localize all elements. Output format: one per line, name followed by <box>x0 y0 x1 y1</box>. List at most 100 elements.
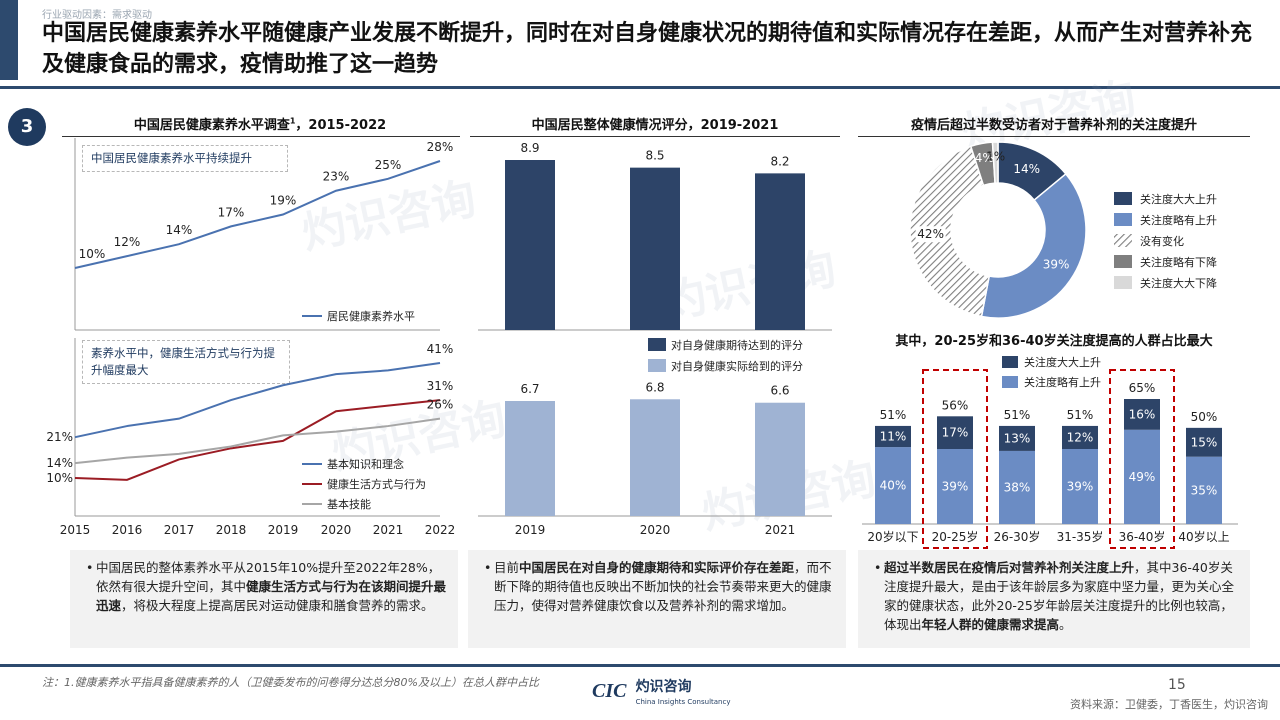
data-label: 8.9 <box>520 141 539 155</box>
tick-label: 2015 <box>60 523 91 537</box>
total-label: 56% <box>942 398 969 412</box>
data-label: 28% <box>427 140 454 154</box>
panel2-title-underline <box>470 136 840 137</box>
data-label: 40% <box>880 479 907 493</box>
pie-slice <box>909 145 991 318</box>
tick-label: 40岁以上 <box>1178 529 1229 544</box>
legend-label: 基本技能 <box>327 497 371 511</box>
section-number-badge: 3 <box>8 108 46 146</box>
data-label: 12% <box>1067 430 1094 444</box>
bar <box>505 160 555 330</box>
stacked-bar-segment <box>1186 427 1222 457</box>
highlight-box <box>922 369 988 549</box>
stacked-bar-segment <box>1186 456 1222 524</box>
data-label: 23% <box>323 170 350 184</box>
data-label: 42% <box>917 227 944 241</box>
data-label: 17% <box>942 426 969 440</box>
highlight-box <box>1109 369 1175 549</box>
tick-label: 2019 <box>515 523 546 537</box>
stacked-bar-segment <box>1062 449 1098 524</box>
legend-swatch <box>1114 255 1132 268</box>
cic-logo: CIC 灼识咨询 China Insights Consultancy <box>592 680 730 708</box>
total-label: 50% <box>1191 410 1218 424</box>
panel2-title: 中国居民整体健康情况评分，2019-2021 <box>531 118 779 133</box>
legend-label: 关注度略有上升 <box>1140 213 1217 227</box>
stacked-bar-segment <box>937 416 973 449</box>
stacked-bar-segment <box>1062 425 1098 449</box>
data-label: 6.6 <box>770 384 789 398</box>
tick-label: 26-30岁 <box>994 529 1041 544</box>
pie-slice <box>980 172 1087 319</box>
legend-label: 健康生活方式与行为 <box>327 477 426 491</box>
legend-label: 没有变化 <box>1140 234 1184 248</box>
data-label: 12% <box>114 235 141 249</box>
tick-label: 2020 <box>321 523 352 537</box>
data-label: 6.8 <box>645 380 664 394</box>
bar <box>505 401 555 516</box>
legend-swatch <box>648 338 666 351</box>
logo-mark: CIC <box>592 680 627 702</box>
legend-label: 关注度大大上升 <box>1140 192 1217 206</box>
data-label: 31% <box>427 379 454 393</box>
panel1-title-years: ，2015-2022 <box>295 118 387 133</box>
series-line <box>74 362 441 439</box>
total-label: 51% <box>1004 408 1031 422</box>
data-label: 10% <box>79 247 106 261</box>
series-line <box>74 417 441 465</box>
series-line <box>74 399 441 481</box>
bullet-icon: • <box>86 560 94 575</box>
bullet-icon: • <box>874 560 882 575</box>
bar <box>630 399 680 516</box>
data-label: 6.7 <box>520 382 539 396</box>
tick-label: 20岁以下 <box>867 529 918 544</box>
tick-label: 20-25岁 <box>932 529 979 544</box>
legend-label: 关注度略有上升 <box>1024 375 1101 389</box>
data-label: 17% <box>218 205 245 219</box>
tick-label: 36-40岁 <box>1119 529 1166 544</box>
tick-label: 31-35岁 <box>1057 529 1104 544</box>
breadcrumb: 行业驱动因素：需求驱动 <box>42 10 152 21</box>
data-label: 13% <box>1004 431 1031 445</box>
bar <box>630 167 680 330</box>
series-line <box>74 160 441 269</box>
note-health-score-text: 目前中国居民在对自身的健康期待和实际评价存在差距，而不断下降的期待值也反映出不断… <box>494 560 832 613</box>
data-label: 39% <box>1043 257 1070 271</box>
legend-swatch <box>1114 234 1132 247</box>
tick-label: 2019 <box>268 523 299 537</box>
data-label: 10% <box>46 471 73 485</box>
data-label: 49% <box>1129 470 1156 484</box>
tick-label: 2018 <box>216 523 247 537</box>
legend-swatch <box>1114 276 1132 289</box>
data-label: 8.2 <box>770 154 789 168</box>
data-label: 8.5 <box>645 149 664 163</box>
panel3-title-underline <box>858 136 1250 137</box>
data-label: 16% <box>1129 407 1156 421</box>
data-label: 14% <box>46 456 73 470</box>
legend-label: 居民健康素养水平 <box>327 309 415 323</box>
panel1-title-underline <box>62 136 460 137</box>
page-title: 中国居民健康素养水平随健康产业发展不断提升，同时在对自身健康状况的期待值和实际情… <box>42 21 1253 77</box>
data-label: 15% <box>1191 435 1218 449</box>
legend-label: 关注度略有下降 <box>1140 255 1217 269</box>
bar <box>755 402 805 516</box>
panel1-title: 中国居民健康素养水平调查1，2015-2022 <box>60 114 460 133</box>
total-label: 65% <box>1129 381 1156 395</box>
panel1-title-footnote-mark: 1 <box>289 116 296 126</box>
panel3-subtitle: 其中，20-25岁和36-40岁关注度提高的人群占比最大 <box>895 334 1213 349</box>
stacked-bar-segment <box>937 449 973 524</box>
note-literacy: • 中国居民的整体素养水平从2015年10%提升至2022年28%，依然有很大提… <box>70 550 458 648</box>
data-label: 41% <box>427 342 454 356</box>
panel3-title: 疫情后超过半数受访者对于营养补剂的关注度提升 <box>910 118 1197 133</box>
tick-label: 2021 <box>765 523 796 537</box>
legend-swatch <box>1114 192 1132 205</box>
legend-swatch <box>1114 213 1132 226</box>
legend-label: 关注度大大下降 <box>1140 276 1217 290</box>
legend-label: 对自身健康实际给到的评分 <box>671 359 803 373</box>
total-label: 51% <box>880 408 907 422</box>
stacked-bar-segment <box>999 425 1035 451</box>
data-label: 19% <box>270 194 297 208</box>
data-label: 11% <box>880 430 907 444</box>
health-score-bar-charts: 8.9 8.5 8.2 6.7 6.8 6.6 2019 2020 2021 对自身健康期待达到的… <box>478 141 832 537</box>
data-label: 39% <box>1067 480 1094 494</box>
logo-en-name: China Insights Consultancy <box>635 698 731 706</box>
